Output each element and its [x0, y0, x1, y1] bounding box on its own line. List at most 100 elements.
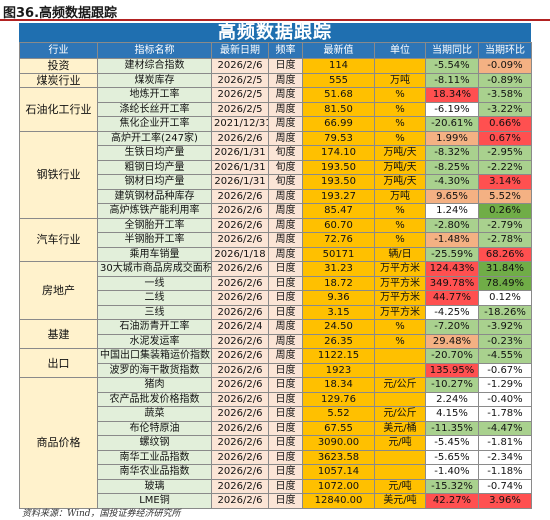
- indicator-cell: 高炉炼铁产能利用率: [97, 203, 212, 219]
- mom-cell: 3.14%: [478, 174, 532, 190]
- date-cell: 2026/2/6: [211, 377, 269, 393]
- unit-cell: 美元/吨: [374, 493, 426, 509]
- value-cell: 26.35: [302, 333, 375, 349]
- frequency-cell: 周度: [268, 246, 303, 262]
- unit-cell: 万平方米: [374, 290, 426, 306]
- industry-cell: 煤炭行业: [19, 72, 98, 88]
- indicator-cell: 半钢胎开工率: [97, 232, 212, 248]
- yoy-cell: -1.40%: [425, 464, 479, 480]
- value-cell: 3.15: [302, 304, 375, 320]
- yoy-cell: -2.80%: [425, 217, 479, 233]
- table-panel: 高频数据跟踪 行业 指标名称 最新日期 频率 最新值 单位 当期同比 当期环比 …: [19, 23, 532, 509]
- table-title: 高频数据跟踪: [19, 23, 531, 42]
- header-cell: 频率: [268, 42, 303, 59]
- yoy-cell: -6.19%: [425, 101, 479, 117]
- unit-cell: %: [374, 101, 426, 117]
- frequency-cell: 旬度: [268, 145, 303, 161]
- value-cell: 5.52: [302, 406, 375, 422]
- unit-cell: 万平方米: [374, 304, 426, 320]
- indicator-cell: 焦化企业开工率: [97, 116, 212, 132]
- unit-cell: 万平方米: [374, 261, 426, 277]
- frequency-cell: 周度: [268, 333, 303, 349]
- date-cell: 2026/2/6: [211, 290, 269, 306]
- date-cell: 2026/2/5: [211, 72, 269, 88]
- frequency-cell: 周度: [268, 101, 303, 117]
- unit-cell: %: [374, 116, 426, 132]
- frequency-cell: 日度: [268, 377, 303, 393]
- indicator-cell: 一线: [97, 275, 212, 291]
- frequency-cell: 周度: [268, 348, 303, 364]
- table-row: 投资 建材综合指数 2026/2/6 日度 114 -5.54% -0.09%: [19, 58, 532, 74]
- table-row: 高炉炼铁产能利用率 2026/2/6 周度 85.47% 1.24% 0.26%: [20, 203, 532, 219]
- value-cell: 114: [302, 58, 375, 74]
- date-cell: 2026/2/5: [211, 101, 269, 117]
- mom-cell: -1.29%: [478, 377, 532, 393]
- yoy-cell: -8.11%: [425, 72, 479, 88]
- yoy-cell: 4.15%: [425, 406, 479, 422]
- yoy-cell: 44.77%: [425, 290, 479, 306]
- indicator-cell: 建筑钢材品种库存: [97, 188, 212, 204]
- tracking-table: 行业 指标名称 最新日期 频率 最新值 单位 当期同比 当期环比 投资 建材综合指…: [19, 42, 532, 509]
- indicator-cell: 水泥发运率: [97, 333, 212, 349]
- date-cell: 2026/2/6: [211, 464, 269, 480]
- mom-cell: 0.26%: [478, 203, 532, 219]
- indicator-cell: 乘用车销量: [97, 246, 212, 262]
- unit-cell: [374, 391, 426, 407]
- date-cell: 2026/2/6: [211, 478, 269, 494]
- frequency-cell: 日度: [268, 304, 303, 320]
- frequency-cell: 日度: [268, 435, 303, 451]
- table-row: 钢材日均产量 2026/1/31 旬度 193.50 万吨/天 -4.30% 3.14%: [20, 174, 532, 190]
- value-cell: 9.36: [302, 290, 375, 306]
- title-rule: [0, 19, 550, 21]
- table-row: 煤炭行业 煤炭库存 2026/2/5 周度 555 万吨 -8.11% -0.89%: [19, 72, 532, 88]
- header-cell: 最新值: [302, 42, 375, 59]
- value-cell: 193.27: [302, 188, 375, 204]
- date-cell: 2026/1/31: [211, 145, 269, 161]
- unit-cell: [374, 464, 426, 480]
- table-row: 南华工业品指数 2026/2/6 日度 3623.58 -5.65% -2.34%: [20, 449, 532, 465]
- indicator-cell: 猪肉: [97, 377, 212, 393]
- date-cell: 2026/2/6: [211, 275, 269, 291]
- mom-cell: -2.95%: [478, 145, 532, 161]
- frequency-cell: 周度: [268, 87, 303, 103]
- header-row: 行业 指标名称 最新日期 频率 最新值 单位 当期同比 当期环比: [19, 42, 532, 59]
- yoy-cell: -1.48%: [425, 232, 479, 248]
- mom-cell: -0.09%: [478, 58, 532, 74]
- yoy-cell: -10.27%: [425, 377, 479, 393]
- indicator-cell: 南华工业品指数: [97, 449, 212, 465]
- table-row: 波罗的海干散货指数 2026/2/6 日度 1923 135.95% -0.67%: [20, 362, 532, 378]
- value-cell: 31.23: [302, 261, 375, 277]
- yoy-cell: -5.65%: [425, 449, 479, 465]
- header-cell: 最新日期: [211, 42, 269, 59]
- table-row: 建筑钢材品种库存 2026/2/6 周度 193.27 万吨 9.65% 5.52%: [20, 188, 532, 204]
- table-row: 钢铁行业 高炉开工率(247家) 2026/2/6 周度 79.53% 1.99% 0.67…: [19, 130, 532, 219]
- yoy-cell: -15.32%: [425, 478, 479, 494]
- table-row: 出口 中国出口集装箱运价指数 2026/2/6 周度 1122.15 -20.70% -4.…: [19, 348, 532, 378]
- table-row: 乘用车销量 2026/1/18 周度 50171 辆/日 -25.59% 68.26%: [20, 246, 532, 262]
- industry-cell: 商品价格: [19, 377, 98, 509]
- source-note: 资料来源：Wind，国投证券经济研究所: [22, 509, 181, 519]
- table-row: 粗钢日均产量 2026/1/31 旬度 193.50 万吨/天 -8.25% -2.22%: [20, 159, 532, 175]
- mom-cell: 68.26%: [478, 246, 532, 262]
- frequency-cell: 日度: [268, 58, 303, 74]
- mom-cell: 0.66%: [478, 116, 532, 132]
- mom-cell: -1.78%: [478, 406, 532, 422]
- yoy-cell: -20.61%: [425, 116, 479, 132]
- unit-cell: 元/吨: [374, 478, 426, 494]
- table-row: 商品价格 猪肉 2026/2/6 日度 18.34 元/公斤 -10.27% -1.29%: [19, 377, 532, 509]
- indicator-cell: 石油沥青开工率: [97, 319, 212, 335]
- mom-cell: -0.23%: [478, 333, 532, 349]
- date-cell: 2026/1/31: [211, 159, 269, 175]
- unit-cell: %: [374, 130, 426, 146]
- yoy-cell: 1.24%: [425, 203, 479, 219]
- yoy-cell: -8.32%: [425, 145, 479, 161]
- mom-cell: 0.12%: [478, 290, 532, 306]
- indicator-cell: 三线: [97, 304, 212, 320]
- value-cell: 51.68: [302, 87, 375, 103]
- unit-cell: 万吨/天: [374, 174, 426, 190]
- date-cell: 2026/2/6: [211, 493, 269, 509]
- mom-cell: -0.89%: [478, 72, 532, 88]
- date-cell: 2026/2/6: [211, 232, 269, 248]
- yoy-cell: 42.27%: [425, 493, 479, 509]
- mom-cell: -18.26%: [478, 304, 532, 320]
